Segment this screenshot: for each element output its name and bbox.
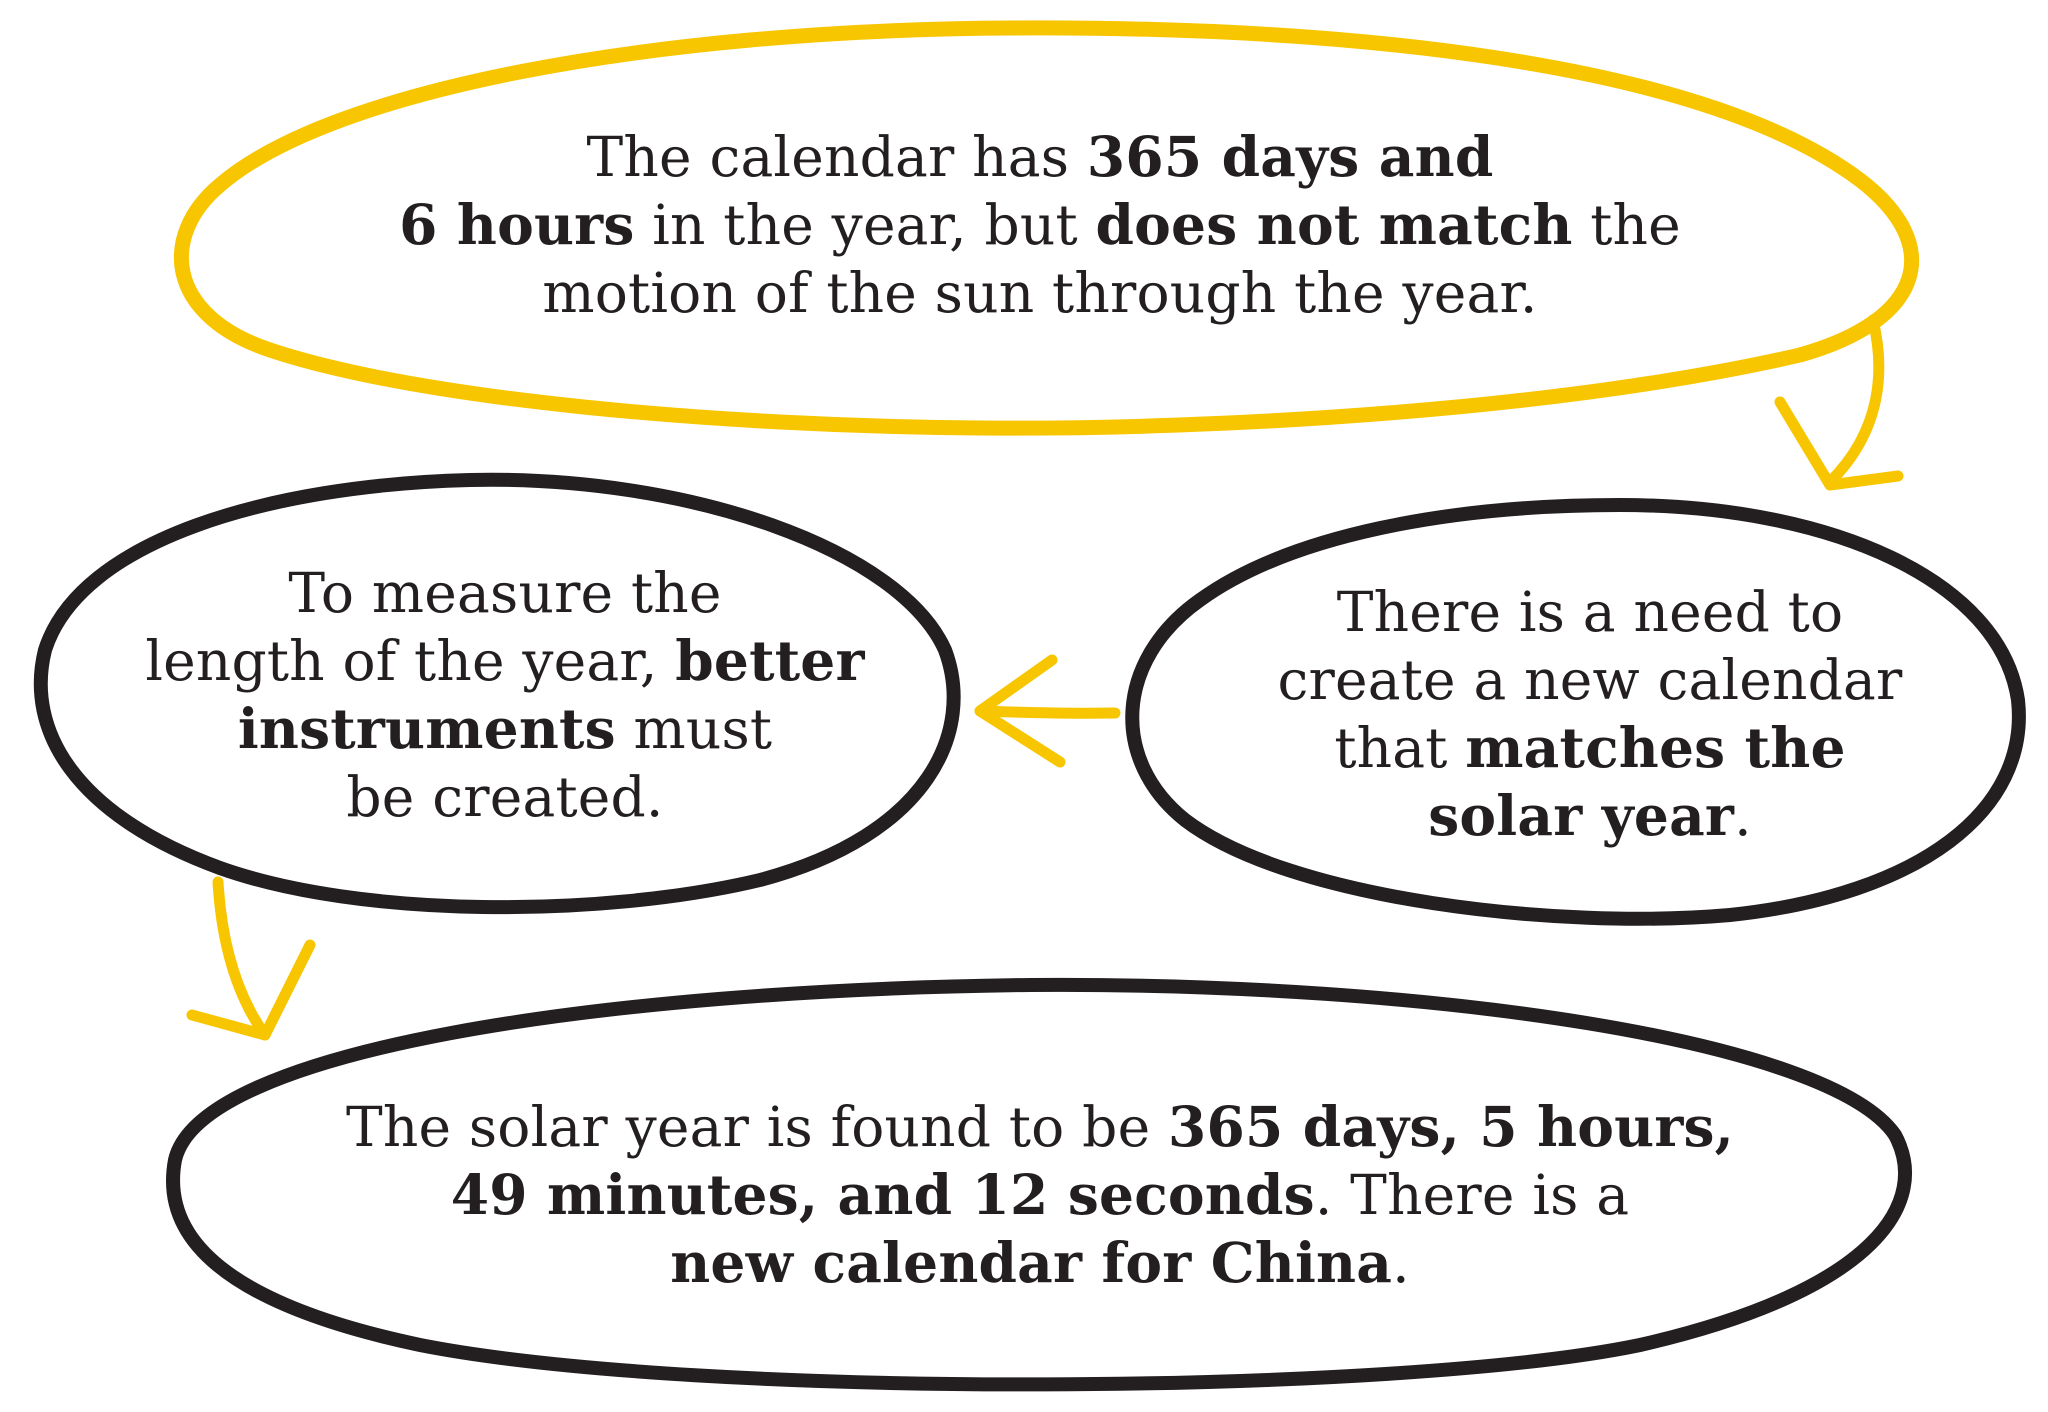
right-node-line-1: There is a need to bbox=[1336, 580, 1844, 644]
top-node-text: The calendar has 365 days and 6 hours in… bbox=[300, 123, 1780, 327]
right-node-line-4: solar year. bbox=[1428, 783, 1752, 848]
arrow-left-to-bottom bbox=[186, 876, 316, 1041]
arrow-right-to-left bbox=[974, 654, 1121, 768]
top-node-outline bbox=[173, 20, 1920, 436]
bottom-node-line-2: 49 minutes, and 12 seconds. There is a bbox=[450, 1162, 1630, 1227]
top-node-line-2: 6 hours in the year, but does not match … bbox=[399, 192, 1681, 257]
top-node-line-3: motion of the sun through the year. bbox=[542, 261, 1538, 325]
right-node-line-2: create a new calendar bbox=[1277, 648, 1903, 712]
left-node-line-2: length of the year, better bbox=[145, 628, 865, 693]
right-node-text: There is a need to create a new calendar… bbox=[1200, 578, 1980, 850]
bottom-node-line-1: The solar year is found to be 365 days, … bbox=[345, 1094, 1735, 1159]
arrow-top-to-right bbox=[1774, 314, 1904, 491]
left-node-text: To measure the length of the year, bette… bbox=[90, 559, 920, 831]
left-node-line-1: To measure the bbox=[288, 561, 722, 625]
bottom-node-text: The solar year is found to be 365 days, … bbox=[240, 1093, 1840, 1297]
right-node-line-3: that matches the bbox=[1334, 715, 1846, 780]
left-node-line-4: be created. bbox=[346, 765, 664, 829]
right-node-outline bbox=[1125, 498, 2026, 926]
left-node-outline bbox=[33, 472, 961, 915]
bottom-node-line-3: new calendar for China. bbox=[670, 1230, 1410, 1295]
left-node-line-3: instruments must bbox=[237, 696, 773, 761]
bottom-node-outline bbox=[166, 977, 1913, 1392]
top-node-line-1: The calendar has 365 days and bbox=[586, 124, 1494, 189]
